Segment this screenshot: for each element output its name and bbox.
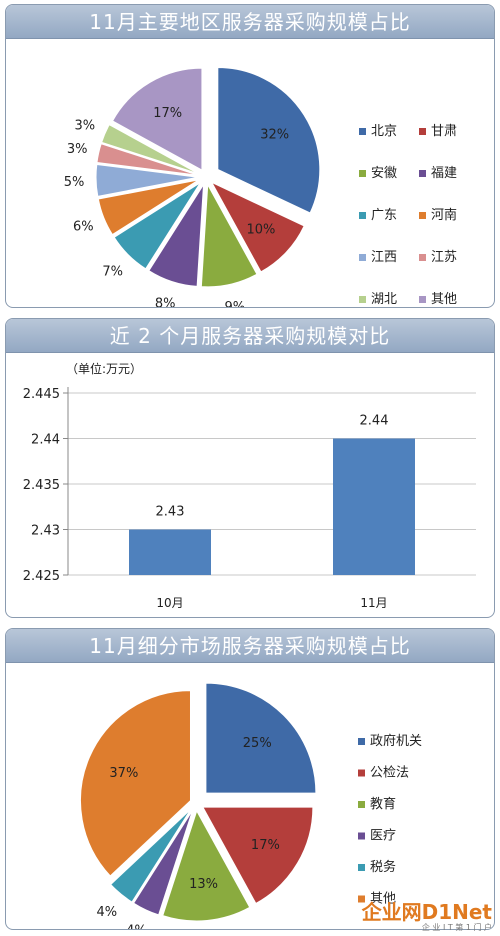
regional-legend-label-2: 安徽 (371, 166, 397, 181)
regional-slice-1 (210, 181, 305, 273)
sector-slice-4 (110, 808, 192, 903)
sector-label-5: 37% (109, 766, 138, 781)
regional-slice-6 (95, 163, 199, 197)
regional-legend-swatch-3 (419, 170, 426, 177)
sector-label-3: 4% (126, 924, 147, 929)
regional-legend-label-0: 北京 (371, 124, 397, 139)
regional-pie-panel: 11月主要地区服务器采购规模占比 32% 10% 9% 8% 7% 6% 5% 3% 3% 17%… (5, 4, 495, 308)
logo-sub-text: 企 业 I T 第 1 门 户 (422, 922, 492, 932)
bar-ytick-label-3: 2.43 (31, 524, 60, 539)
regional-slice-9 (111, 67, 203, 171)
regional-slice-3 (148, 184, 205, 287)
sector-label-2: 13% (189, 877, 218, 892)
regional-label-5: 6% (73, 220, 94, 235)
sector-slice-2 (162, 809, 251, 922)
sector-label-0: 25% (243, 736, 272, 751)
sector-legend-swatch-3 (358, 832, 365, 840)
regional-legend-label-1: 甘肃 (431, 124, 457, 139)
bar-unit-label: （单位:万元） (66, 361, 142, 376)
bar-ytick-label-1: 2.44 (31, 433, 60, 448)
regional-legend-swatch-8 (359, 296, 366, 303)
sector-legend-label-1: 公检法 (370, 766, 409, 781)
regional-label-1: 10% (246, 223, 275, 238)
regional-label-8: 3% (75, 119, 96, 134)
sector-pie-panel: 11月细分市场服务器采购规模占比 25% 17% 13% 4% 4% 37% 政府机关公检法… (5, 628, 495, 930)
regional-label-6: 5% (64, 175, 85, 190)
regional-legend-swatch-1 (419, 128, 426, 135)
regional-slice-5 (97, 179, 199, 236)
regional-slice-7 (96, 143, 199, 176)
regional-slice-4 (113, 182, 201, 270)
regional-pie-title: 11月主要地区服务器采购规模占比 (6, 5, 494, 39)
bar-1 (333, 438, 415, 575)
sector-slice-1 (202, 806, 314, 905)
sector-legend-label-3: 医疗 (370, 829, 396, 844)
regional-legend-swatch-9 (419, 296, 426, 303)
regional-legend-swatch-2 (359, 170, 366, 177)
regional-legend-swatch-7 (419, 254, 426, 261)
sector-legend-swatch-2 (358, 801, 365, 808)
regional-label-2: 9% (224, 300, 245, 307)
regional-legend-label-5: 河南 (431, 207, 457, 223)
sector-legend-swatch-1 (358, 769, 365, 777)
regional-legend-label-6: 江西 (371, 250, 397, 265)
sector-legend-label-0: 政府机关 (370, 734, 422, 749)
bar-category-label-1: 11月 (360, 596, 387, 610)
sector-pie-title: 11月细分市场服务器采购规模占比 (6, 629, 494, 663)
sector-legend-swatch-4 (358, 864, 365, 871)
bar-data-label-1: 2.44 (360, 414, 389, 429)
regional-legend-swatch-6 (359, 254, 366, 261)
monthly-bar-title: 近 2 个月服务器采购规模对比 (6, 319, 494, 353)
regional-legend-label-3: 福建 (431, 166, 457, 181)
sector-slice-3 (132, 809, 194, 916)
sector-legend-label-5: 其他 (370, 892, 396, 907)
sector-label-4: 4% (96, 905, 117, 920)
regional-label-4: 7% (102, 264, 123, 279)
regional-slice-2 (200, 183, 258, 288)
regional-legend-swatch-4 (359, 212, 366, 219)
bar-ytick-label-4: 2.425 (23, 569, 60, 584)
sector-legend-label-2: 教育 (370, 796, 396, 812)
regional-legend-label-7: 江苏 (431, 249, 457, 265)
d1net-logo: 企业网D1Net 企 业 I T 第 1 门 户 (361, 900, 493, 932)
regional-label-3: 8% (155, 297, 176, 307)
sector-label-1: 17% (251, 838, 280, 853)
regional-label-7: 3% (67, 142, 88, 157)
sector-legend-swatch-0 (358, 738, 365, 745)
regional-slice-0 (217, 66, 321, 214)
monthly-bar-panel: 近 2 个月服务器采购规模对比 （单位:万元） 2.445 2.44 2.435 2.4… (5, 318, 495, 618)
bar-category-label-0: 10月 (156, 596, 183, 610)
regional-label-9: 17% (153, 106, 182, 121)
regional-legend-label-8: 湖北 (371, 292, 397, 307)
regional-label-0: 32% (260, 127, 289, 142)
regional-legend-swatch-0 (359, 128, 366, 135)
bar-ytick-label-0: 2.445 (23, 387, 60, 402)
regional-slice-8 (101, 124, 199, 175)
logo-main-text: 企业网D1Net (361, 900, 493, 924)
sector-slice-5 (80, 690, 191, 877)
monthly-bar-chart: （单位:万元） 2.445 2.44 2.435 2.43 2.425 2.43 10月 2.4… (23, 361, 476, 610)
bar-data-label-0: 2.43 (156, 505, 185, 520)
sector-slice-0 (205, 682, 317, 794)
bar-ytick-label-2: 2.435 (23, 478, 60, 493)
regional-legend-label-4: 广东 (371, 208, 397, 223)
sector-legend-label-4: 税务 (370, 859, 396, 875)
regional-legend-label-9: 其他 (431, 292, 457, 307)
bar-0 (129, 529, 211, 575)
regional-legend-swatch-5 (419, 212, 426, 219)
sector-legend-swatch-5 (358, 895, 365, 903)
